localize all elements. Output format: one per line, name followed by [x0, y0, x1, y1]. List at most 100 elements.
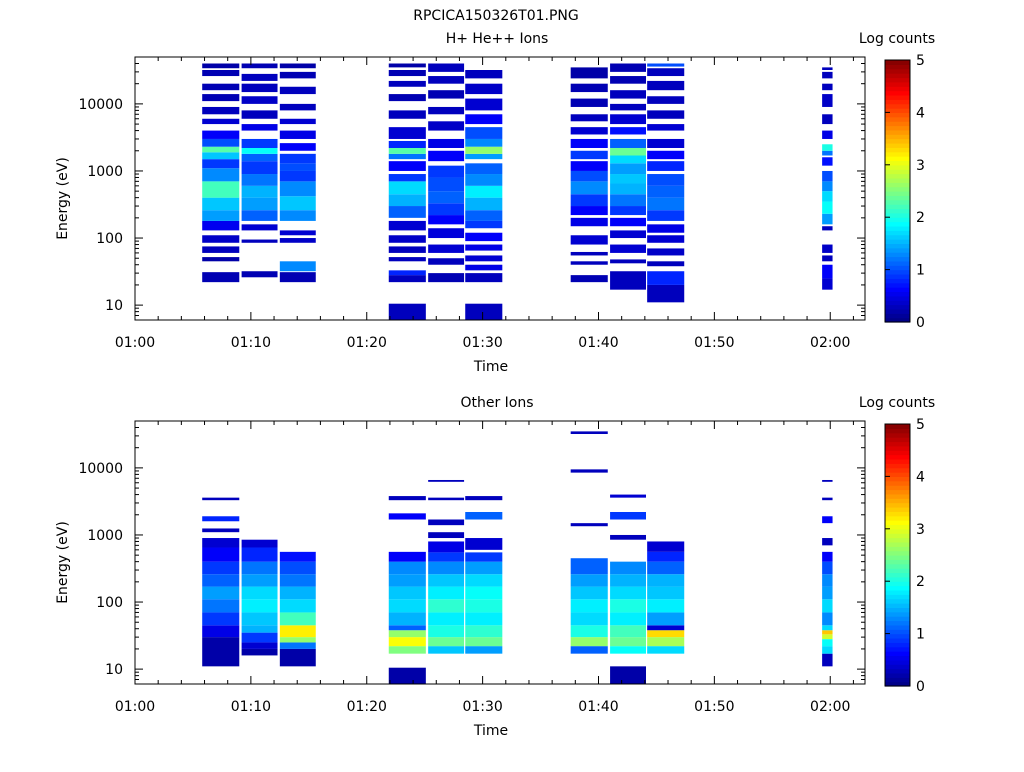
heat-cell-0-1 [202, 257, 240, 262]
colorbar-segment [885, 243, 910, 249]
heat-cell-2-5 [279, 196, 316, 211]
heat-cell-5-1 [465, 273, 503, 283]
heat-cell-7-16 [610, 90, 646, 99]
heat-cell-9-9 [822, 574, 833, 587]
heat-cell-3-13 [388, 147, 426, 154]
heat-cell-1-4 [241, 612, 278, 626]
colorbar-tick-label: 4 [916, 105, 925, 121]
heat-cell-4-7 [428, 177, 465, 192]
colorbar-segment [885, 239, 910, 244]
heat-cell-0-4 [202, 586, 240, 600]
colorbar-segment [885, 287, 910, 293]
heat-cell-3-18 [388, 80, 426, 87]
heat-cell-3-12 [388, 153, 426, 160]
heat-cell-1-9 [241, 147, 278, 154]
heat-cell-9-12 [822, 144, 833, 151]
colorbar-segment [885, 260, 910, 266]
colorbar-segment [885, 173, 910, 179]
heat-cell-6-7 [570, 181, 608, 195]
colorbar-segment [885, 454, 910, 460]
heat-cell-5-7 [465, 561, 503, 575]
colorbar-segment [885, 116, 910, 122]
colorbar-segment [885, 182, 910, 188]
heat-cell-0-8 [202, 168, 240, 182]
heat-cell-2-6 [279, 181, 316, 197]
heat-cell-5-1 [465, 637, 503, 647]
heat-cell-7-10 [610, 155, 646, 164]
heat-cell-5-7 [465, 210, 503, 221]
heat-cell-0-0 [202, 272, 240, 283]
colorbar-segment [885, 493, 910, 499]
heat-cell-6-8 [570, 523, 608, 527]
heat-cell-2-6 [279, 586, 316, 600]
colorbar-segment [885, 252, 910, 258]
heat-cell-9-18 [822, 67, 833, 71]
x-tick-label: 01:00 [115, 335, 155, 351]
colorbar-segment [885, 156, 910, 162]
heat-cell-3-1 [388, 646, 426, 654]
heat-cell-1-0 [241, 648, 278, 656]
colorbar-segment [885, 195, 910, 201]
colorbar-segment [885, 291, 910, 297]
colorbar-segment [885, 428, 910, 434]
heat-cell-3-1 [388, 275, 426, 283]
heat-cell-9-11 [822, 150, 833, 156]
heat-cell-4-12 [428, 497, 465, 501]
colorbar-segment [885, 308, 910, 314]
y-tick-label: 10000 [78, 97, 123, 113]
colorbar-segment [885, 616, 910, 622]
colorbar-segment [885, 134, 910, 140]
heat-cell-0-6 [202, 561, 240, 575]
colorbar-segment [885, 160, 910, 166]
heat-cell-9-0 [822, 278, 833, 290]
heat-cell-5-12 [465, 153, 503, 160]
y-axis-label: Energy (eV) [55, 157, 71, 240]
heat-cell-6-4 [570, 217, 608, 227]
heat-cell-2-1 [279, 261, 316, 272]
colorbar-segment [885, 424, 910, 429]
colorbar-segment [885, 313, 910, 319]
heat-cell-2-0 [279, 648, 316, 667]
heat-cell-2-9 [279, 153, 316, 164]
colorbar-segment [885, 90, 910, 96]
heat-cell-3-5 [388, 235, 426, 243]
heat-cell-3-8 [388, 574, 426, 587]
heat-cell-9-8 [822, 586, 833, 600]
heat-cell-4-1 [428, 637, 465, 647]
heat-cell-1-10 [241, 138, 278, 148]
panel-title: Other Ions [460, 395, 533, 411]
heat-cell-8-13 [647, 124, 685, 131]
heat-cell-4-14 [428, 76, 465, 84]
heat-cell-4-13 [428, 479, 465, 482]
colorbar-segment [885, 304, 910, 310]
colorbar-segment [885, 121, 910, 127]
colorbar-segment [885, 603, 910, 608]
heat-cell-2-10 [279, 143, 316, 151]
heat-cell-3-6 [388, 599, 426, 613]
heat-cell-0-8 [202, 538, 240, 548]
colorbar-segment [885, 138, 910, 144]
heat-cell-4-6 [428, 574, 465, 587]
heat-cell-0-7 [202, 181, 240, 198]
colorbar-segment [885, 81, 910, 87]
x-tick-label: 01:10 [231, 335, 271, 351]
heat-cell-2-15 [279, 71, 316, 79]
heat-cell-2-16 [279, 63, 316, 69]
colorbar-segment [885, 177, 910, 183]
x-tick-label: 01:20 [347, 699, 387, 715]
heat-cell-4-3 [428, 228, 465, 239]
heat-cell-8-7 [647, 574, 685, 587]
heat-cell-4-13 [428, 90, 465, 99]
heat-cell-8-5 [647, 224, 685, 233]
heat-cell-9-9 [822, 170, 833, 182]
heat-cell-5-18 [465, 83, 503, 95]
heat-cell-4-10 [428, 138, 465, 148]
heat-cell-8-7 [647, 197, 685, 211]
colorbar-label: Log counts [859, 31, 935, 47]
heat-cell-1-6 [241, 174, 278, 186]
heat-cell-7-1 [610, 646, 646, 654]
heat-cell-8-3 [647, 625, 685, 631]
heat-cell-9-8 [822, 181, 833, 192]
heat-cell-5-3 [465, 612, 503, 626]
heat-cell-1-16 [241, 63, 278, 69]
